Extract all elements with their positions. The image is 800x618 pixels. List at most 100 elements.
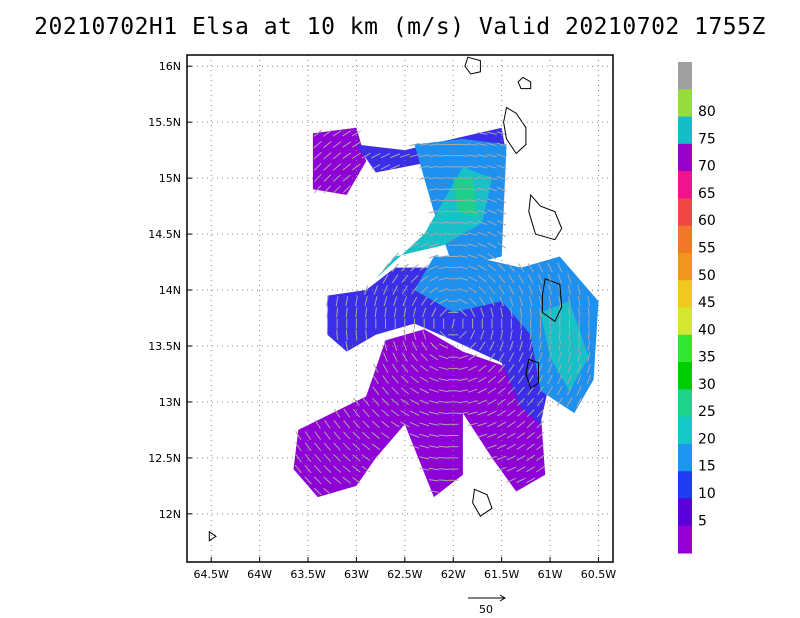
colorbar-label: 10 — [698, 486, 716, 502]
wind-vector — [498, 352, 505, 362]
wind-vector — [411, 341, 418, 351]
wind-vector — [518, 352, 524, 362]
wind-vector — [537, 263, 544, 273]
wind-vector — [373, 363, 379, 374]
wind-vector — [457, 166, 468, 168]
wind-vector — [355, 329, 358, 340]
colorbar-label: 60 — [698, 213, 716, 229]
wind-vector — [371, 443, 381, 451]
wind-vector — [438, 277, 449, 281]
wind-vector — [457, 378, 468, 382]
wind-vector — [477, 388, 488, 394]
wind-vector — [538, 285, 543, 295]
wind-vector — [457, 199, 468, 202]
wind-vector — [487, 220, 497, 226]
wind-vector — [587, 340, 590, 351]
wind-vector — [419, 154, 430, 158]
wind-vector — [536, 465, 545, 473]
wind-vector — [468, 353, 478, 361]
wind-vector — [467, 165, 478, 169]
wind-vector — [342, 141, 352, 148]
wind-vector — [519, 329, 523, 340]
wind-vector — [333, 185, 341, 194]
wind-vector — [467, 265, 478, 270]
wind-vector — [586, 374, 591, 385]
y-tick-label: 16N — [159, 60, 181, 73]
wind-vector — [428, 422, 439, 426]
wind-vector — [459, 308, 467, 317]
wind-vector — [383, 296, 388, 307]
colorbar-swatch — [678, 198, 692, 227]
wind-vector — [352, 163, 361, 171]
wind-vector — [486, 131, 497, 135]
x-tick-label: 61W — [538, 568, 563, 581]
wind-vector — [419, 165, 430, 169]
wind-vector — [487, 209, 497, 214]
wind-vector — [383, 352, 388, 362]
wind-vector — [557, 262, 563, 273]
wind-vector — [428, 388, 439, 393]
wind-vector — [390, 164, 400, 170]
wind-vector — [382, 363, 389, 373]
wind-vector — [428, 434, 439, 437]
wind-vector — [380, 164, 391, 170]
wind-vector — [332, 141, 342, 148]
wind-vector — [428, 254, 439, 259]
reference-arrow-head — [499, 594, 506, 602]
wind-vector — [381, 409, 390, 417]
wind-vector — [496, 164, 507, 170]
wind-vector — [403, 307, 407, 318]
wind-vector — [467, 154, 478, 157]
wind-vector — [516, 409, 526, 417]
wind-vector — [410, 364, 419, 373]
wind-vector — [517, 386, 525, 395]
wind-vector — [587, 352, 591, 363]
colorbar-label: 35 — [698, 350, 716, 366]
wind-vector — [477, 422, 488, 427]
wind-vector — [420, 286, 429, 294]
wind-vector — [467, 210, 478, 214]
wind-vector — [314, 442, 322, 452]
wind-vector — [487, 455, 497, 460]
wind-vector — [332, 476, 342, 484]
wind-vector — [374, 307, 377, 318]
wind-vector — [548, 296, 552, 307]
wind-vector — [420, 353, 429, 362]
wind-vector — [438, 210, 449, 213]
wind-vector — [516, 420, 526, 428]
colorbar-swatch — [678, 116, 692, 145]
wind-vector — [487, 433, 497, 438]
wind-vector — [381, 420, 390, 428]
wind-vector — [323, 487, 332, 496]
wind-vector — [467, 143, 478, 146]
wind-vector — [323, 465, 332, 473]
wind-vector — [438, 479, 449, 482]
wind-vector — [332, 130, 342, 137]
wind-vector — [371, 420, 380, 429]
wind-vector — [400, 375, 409, 384]
wind-vector — [587, 307, 590, 318]
wind-vector — [457, 210, 468, 213]
colorbar-label: 20 — [698, 431, 716, 447]
wind-vector — [323, 442, 331, 451]
wind-vector — [438, 255, 449, 258]
wind-vector — [391, 263, 399, 272]
wind-vector — [438, 288, 449, 293]
wind-vector — [438, 221, 449, 224]
wind-vector — [538, 340, 542, 352]
wind-vector — [507, 386, 516, 395]
wind-vector — [428, 232, 439, 236]
wind-vector — [457, 412, 468, 415]
wind-vector — [411, 285, 418, 295]
wind-vector — [384, 307, 387, 318]
wind-vector — [467, 411, 478, 415]
wind-vector — [509, 296, 514, 307]
colorbar-label: 45 — [698, 295, 716, 311]
island-outline — [464, 56, 481, 75]
wind-vector — [362, 431, 371, 440]
wind-vector — [336, 329, 338, 340]
wind-vector — [390, 409, 400, 417]
island-outline — [525, 358, 539, 390]
wind-vector — [390, 421, 400, 428]
wind-vector — [382, 263, 389, 272]
